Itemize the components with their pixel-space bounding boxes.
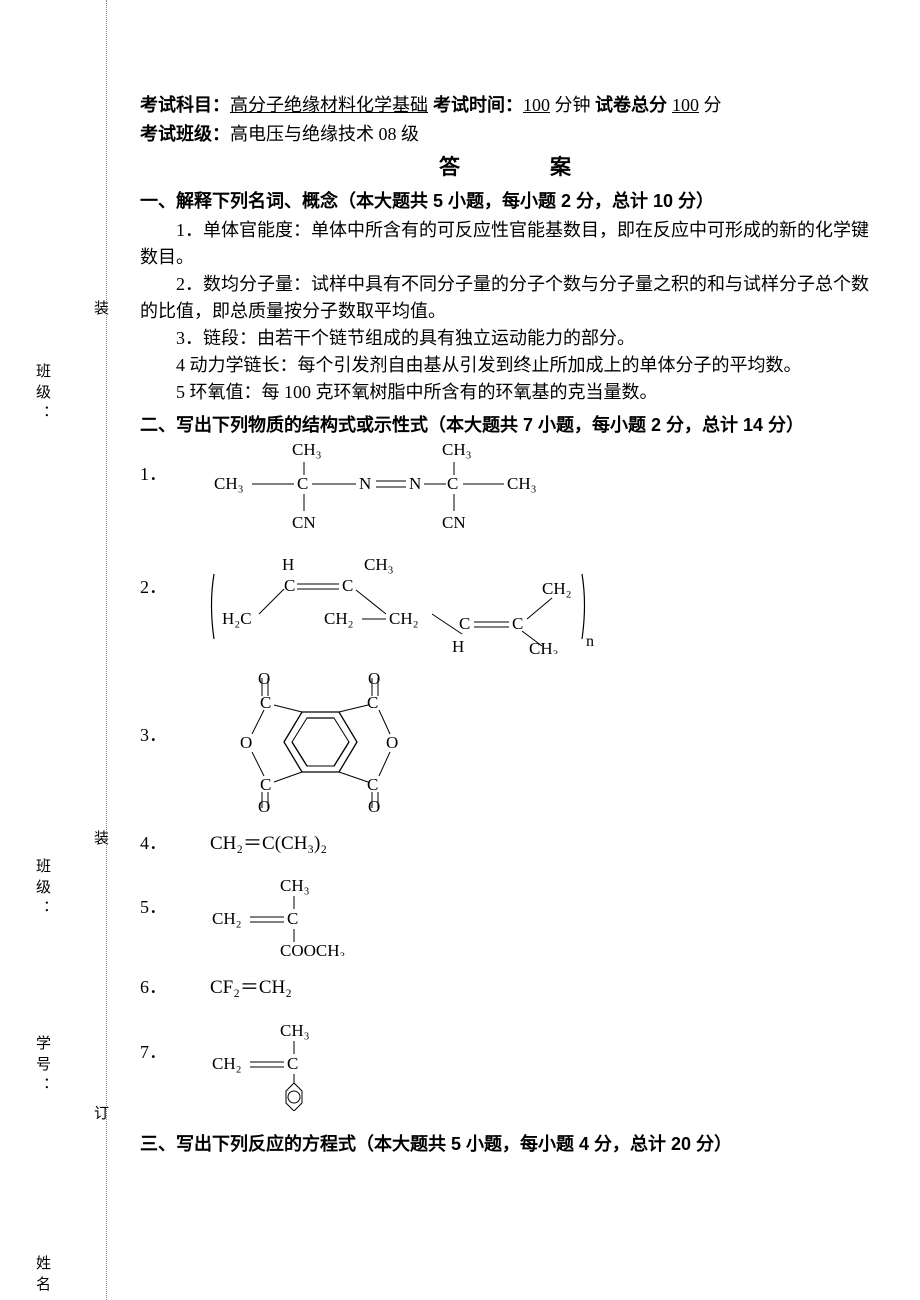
q5-structure: CH₃ CH₂ C COOCH₃ (184, 876, 870, 964)
q5-num: 5． (140, 876, 184, 921)
class-value: 高电压与绝缘技术 08 级 (230, 124, 419, 144)
svg-text:CH₂: CH₂ (212, 909, 242, 928)
svg-text:CN: CN (442, 513, 466, 532)
svg-text:CN: CN (292, 513, 316, 532)
margin-xuehao: 学号： (32, 1035, 53, 1098)
term-1: 1．单体官能度：单体中所含有的可反应性官能基数目，即在反应中可形成的新的化学键数… (140, 217, 870, 271)
q4-structure: CH₂＝C(CH₃)₂ (184, 830, 870, 859)
exam-info-line-2: 考试班级：高电压与绝缘技术 08 级 (140, 121, 870, 148)
q4-text: CH₂＝C(CH₃)₂ (210, 833, 327, 854)
total-label: 试卷总分 (595, 95, 672, 115)
svg-text:H: H (452, 637, 464, 654)
svg-text:C: C (459, 614, 470, 633)
svg-text:CH₂: CH₂ (324, 609, 354, 628)
duration-label: 考试时间： (428, 95, 523, 115)
exam-info-line-1: 考试科目：高分子绝缘材料化学基础 考试时间：100 分钟 试卷总分 100 分 (140, 92, 870, 119)
q6-row: 6． CF₂＝CH₂ (140, 974, 870, 1003)
svg-text:CH₃: CH₃ (364, 555, 394, 574)
subject-label: 考试科目： (140, 95, 230, 115)
q1-structure: CH₃ CH₃ CH₃ C N N C CH₃ CN CN (184, 441, 870, 544)
q2-num: 2． (140, 554, 184, 601)
svg-text:C: C (367, 775, 378, 794)
svg-text:C: C (342, 576, 353, 595)
svg-text:C: C (260, 775, 271, 794)
svg-text:N: N (359, 474, 371, 493)
duration-unit: 分钟 (550, 95, 595, 115)
svg-text:CH₃: CH₃ (280, 876, 310, 895)
q7-row: 7． CH₃ CH₂ C (140, 1021, 870, 1119)
q3-row: 3． C O C O (140, 672, 870, 820)
svg-text:CH₃: CH₃ (292, 441, 322, 459)
section1-body: 1．单体官能度：单体中所含有的可反应性官能基数目，即在反应中可形成的新的化学键数… (140, 217, 870, 406)
q1-num: 1． (140, 441, 184, 488)
main-content: 考试科目：高分子绝缘材料化学基础 考试时间：100 分钟 试卷总分 100 分 … (140, 92, 870, 1160)
term-5: 5 环氧值：每 100 克环氧树脂中所含有的环氧基的克当量数。 (140, 379, 870, 406)
q2-row: 2． H CH₃ H₂C C C CH₂ CH₂ H C (140, 554, 870, 662)
section1-title: 一、解释下列名词、概念（本大题共 5 小题，每小题 2 分，总计 10 分） (140, 188, 870, 215)
svg-text:O: O (368, 672, 380, 688)
svg-text:C: C (447, 474, 458, 493)
q7-structure: CH₃ CH₂ C (184, 1021, 870, 1119)
svg-text:CH₃: CH₃ (214, 474, 244, 493)
subject-value: 高分子绝缘材料化学基础 (230, 95, 428, 115)
svg-text:C: C (287, 1054, 298, 1073)
section2-title: 二、写出下列物质的结构式或示性式（本大题共 7 小题，每小题 2 分，总计 14… (140, 412, 870, 439)
answer-title: 答案 (140, 152, 870, 184)
term-4: 4 动力学链长：每个引发剂自由基从引发到终止所加成上的单体分子的平均数。 (140, 352, 870, 379)
svg-text:O: O (258, 797, 270, 812)
svg-text:CH₂: CH₂ (212, 1054, 242, 1073)
svg-text:COOCH₃: COOCH₃ (280, 941, 346, 956)
svg-text:CH₃: CH₃ (442, 441, 472, 459)
q2-structure: H CH₃ H₂C C C CH₂ CH₂ H C C CH₂ (184, 554, 870, 662)
svg-text:H₂C: H₂C (222, 609, 252, 628)
total-value: 100 (672, 95, 699, 115)
q3-structure: C O C O O C O C (184, 672, 870, 820)
q5-row: 5． CH₃ CH₂ C COOCH₃ (140, 876, 870, 964)
svg-text:CH₂: CH₂ (542, 579, 572, 598)
svg-text:CH₃: CH₃ (280, 1021, 310, 1040)
svg-text:C: C (367, 693, 378, 712)
svg-text:C: C (284, 576, 295, 595)
svg-text:O: O (386, 733, 398, 752)
q6-num: 6． (140, 974, 184, 1001)
svg-text:C: C (297, 474, 308, 493)
q7-num: 7． (140, 1021, 184, 1066)
margin-xingming: 姓名 (32, 1255, 53, 1297)
svg-text:H: H (282, 555, 294, 574)
svg-text:C: C (512, 614, 523, 633)
q6-structure: CF₂＝CH₂ (184, 974, 870, 1003)
svg-text:O: O (258, 672, 270, 688)
margin-zhuang-2: 装 (90, 830, 111, 851)
duration-value: 100 (523, 95, 550, 115)
q4-num: 4． (140, 830, 184, 857)
svg-text:C: C (287, 909, 298, 928)
term-2: 2．数均分子量：试样中具有不同分子量的分子个数与分子量之积的和与试样分子总个数的… (140, 271, 870, 325)
class-label: 考试班级： (140, 124, 230, 144)
margin-banji-2: 班级： (32, 858, 53, 921)
svg-text:CH₂: CH₂ (389, 609, 419, 628)
svg-text:CH₃: CH₃ (507, 474, 537, 493)
svg-text:n: n (586, 633, 594, 650)
term-3: 3．链段：由若干个链节组成的具有独立运动能力的部分。 (140, 325, 870, 352)
margin-zhuang-1: 装 (90, 300, 111, 321)
q6-text: CF₂＝CH₂ (210, 977, 292, 998)
svg-text:N: N (409, 474, 421, 493)
margin-ding: 订 (90, 1105, 111, 1126)
q1-row: 1． CH₃ CH₃ CH₃ C N N C CH₃ (140, 441, 870, 544)
section3-title: 三、写出下列反应的方程式（本大题共 5 小题，每小题 4 分，总计 20 分） (140, 1131, 870, 1158)
q4-row: 4． CH₂＝C(CH₃)₂ (140, 830, 870, 859)
margin-banji-1: 班级： (32, 363, 53, 426)
q3-num: 3． (140, 672, 184, 749)
total-unit: 分 (699, 95, 722, 115)
svg-text:O: O (240, 733, 252, 752)
svg-text:O: O (368, 797, 380, 812)
svg-text:CH₃: CH₃ (529, 639, 559, 654)
